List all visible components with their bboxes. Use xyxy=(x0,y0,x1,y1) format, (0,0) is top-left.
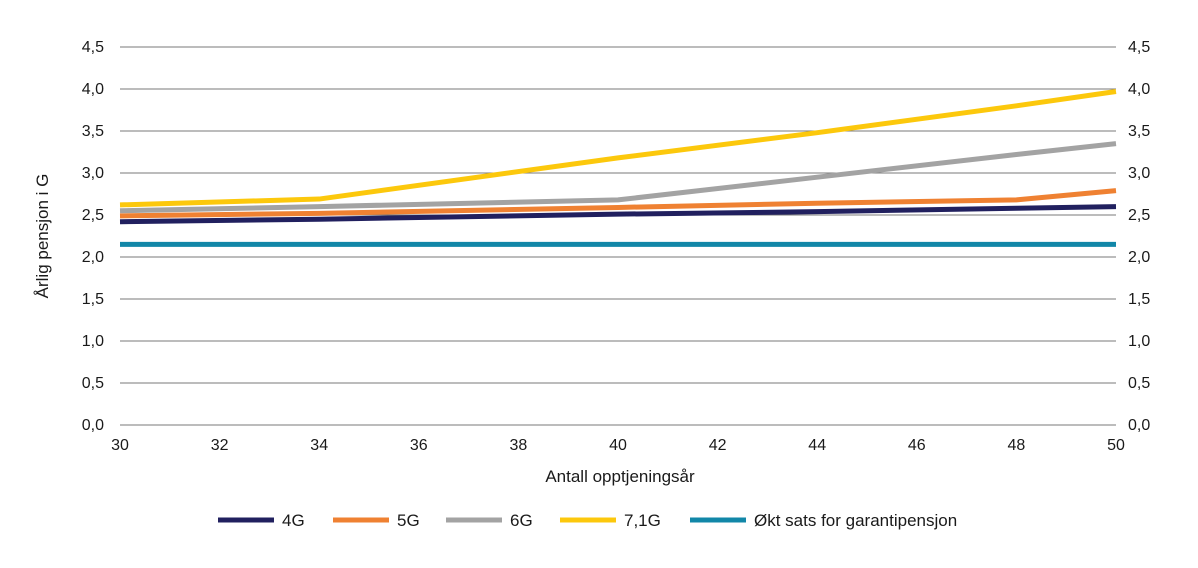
y-tick-label-right: 1,0 xyxy=(1128,333,1150,350)
y-tick-label-right: 1,5 xyxy=(1128,291,1150,308)
y-tick-label-right: 3,5 xyxy=(1128,123,1150,140)
y-tick-label-left: 1,5 xyxy=(82,291,104,308)
legend-label: 4G xyxy=(282,511,305,530)
y-tick-label-left: 0,0 xyxy=(82,417,104,434)
x-axis-ticks: 30 32 34 36 38 40 42 44 46 48 50 xyxy=(111,437,1125,454)
y-tick-label-right: 3,0 xyxy=(1128,165,1150,182)
y-tick-label-right: 2,5 xyxy=(1128,207,1150,224)
x-tick-label: 38 xyxy=(510,437,528,454)
y-tick-label-left: 1,0 xyxy=(82,333,104,350)
x-tick-label: 32 xyxy=(211,437,229,454)
y-axis-title: Årlig pensjon i G xyxy=(33,174,52,299)
y-axis-left-ticks: 0,0 0,5 1,0 1,5 2,0 2,5 3,0 3,5 4,0 4,5 xyxy=(82,39,104,434)
legend-label: 6G xyxy=(510,511,533,530)
series-line-4g xyxy=(119,204,1117,225)
x-tick-label: 30 xyxy=(111,437,129,454)
series-line-6g xyxy=(119,141,1117,214)
y-tick-label-right: 4,5 xyxy=(1128,39,1150,56)
y-tick-label-left: 3,0 xyxy=(82,165,104,182)
gridlines xyxy=(120,46,1116,426)
y-axis-right-ticks: 0,0 0,5 1,0 1,5 2,0 2,5 3,0 3,5 4,0 4,5 xyxy=(1128,39,1150,434)
legend: 4G 5G 6G 7,1G Økt sats for garantipensjon xyxy=(218,511,957,530)
legend-label: 7,1G xyxy=(624,511,661,530)
y-tick-label-left: 2,5 xyxy=(82,207,104,224)
y-tick-label-right: 2,0 xyxy=(1128,249,1150,266)
series-line-5g xyxy=(119,188,1117,219)
y-tick-label-left: 2,0 xyxy=(82,249,104,266)
y-tick-label-left: 0,5 xyxy=(82,375,104,392)
x-tick-label: 36 xyxy=(410,437,428,454)
x-tick-label: 40 xyxy=(609,437,627,454)
legend-label: Økt sats for garantipensjon xyxy=(754,511,957,530)
x-tick-label: 46 xyxy=(908,437,926,454)
y-tick-label-right: 4,0 xyxy=(1128,81,1150,98)
y-tick-label-left: 4,5 xyxy=(82,39,104,56)
y-tick-label-right: 0,0 xyxy=(1128,417,1150,434)
x-tick-label: 34 xyxy=(310,437,328,454)
x-axis-title: Antall opptjeningsår xyxy=(545,467,695,486)
series-line-7-1g xyxy=(119,89,1117,208)
x-tick-label: 48 xyxy=(1008,437,1026,454)
x-tick-label: 42 xyxy=(709,437,727,454)
y-tick-label-left: 4,0 xyxy=(82,81,104,98)
y-tick-label-right: 0,5 xyxy=(1128,375,1150,392)
x-tick-label: 50 xyxy=(1107,437,1125,454)
x-tick-label: 44 xyxy=(808,437,826,454)
series-lines xyxy=(119,89,1117,247)
legend-label: 5G xyxy=(397,511,420,530)
y-tick-label-left: 3,5 xyxy=(82,123,104,140)
